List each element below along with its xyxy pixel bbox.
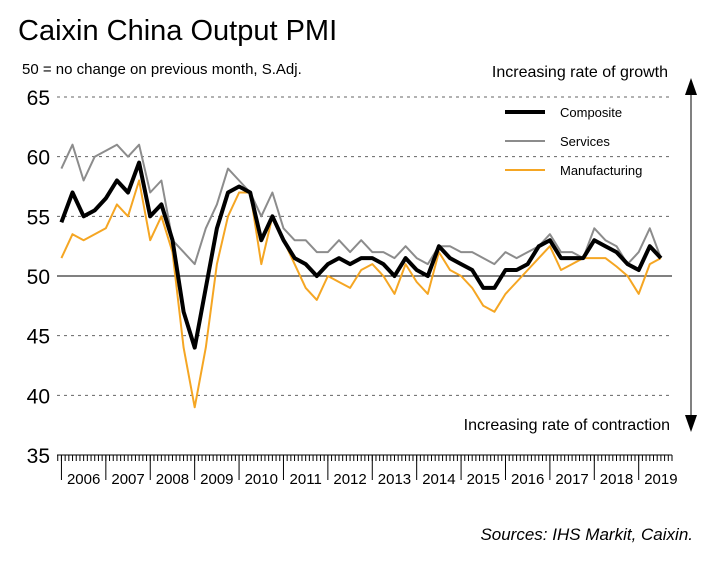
legend-label: Services <box>560 134 610 149</box>
y-tick-label: 40 <box>27 385 50 408</box>
source: Sources: IHS Markit, Caixin. <box>480 525 693 544</box>
x-tick-label: 2014 <box>422 471 455 488</box>
x-tick-label: 2009 <box>200 471 233 488</box>
legend-label: Manufacturing <box>560 163 642 178</box>
y-tick-label: 45 <box>27 326 50 349</box>
y-tick-label: 65 <box>27 87 50 110</box>
x-tick-label: 2007 <box>111 471 144 488</box>
arrow-head-down <box>685 415 697 432</box>
x-tick-label: 2012 <box>333 471 366 488</box>
legend-label: Composite <box>560 105 622 120</box>
x-tick-label: 2019 <box>644 471 677 488</box>
x-tick-label: 2016 <box>511 471 544 488</box>
annotation-bottom: Increasing rate of contraction <box>464 417 670 434</box>
y-tick-label: 55 <box>27 206 50 229</box>
arrow-head-up <box>685 78 697 95</box>
series-line <box>60 179 662 409</box>
x-tick-label: 2013 <box>378 471 411 488</box>
series-line <box>59 160 663 350</box>
y-tick-label: 35 <box>27 445 50 468</box>
x-tick-label: 2010 <box>245 471 278 488</box>
x-tick-label: 2017 <box>555 471 588 488</box>
x-tick-label: 2006 <box>67 471 100 488</box>
x-tick-label: 2008 <box>156 471 189 488</box>
chart-title: Caixin China Output PMI <box>18 15 337 47</box>
y-tick-label: 60 <box>27 147 50 170</box>
x-tick-label: 2018 <box>600 471 633 488</box>
series-line <box>60 143 662 266</box>
chart-subtitle: 50 = no change on previous month, S.Adj. <box>22 61 302 78</box>
x-tick-label: 2015 <box>467 471 500 488</box>
y-tick-label: 50 <box>27 266 50 289</box>
x-tick-label: 2011 <box>290 471 322 488</box>
annotation-top: Increasing rate of growth <box>492 64 668 81</box>
